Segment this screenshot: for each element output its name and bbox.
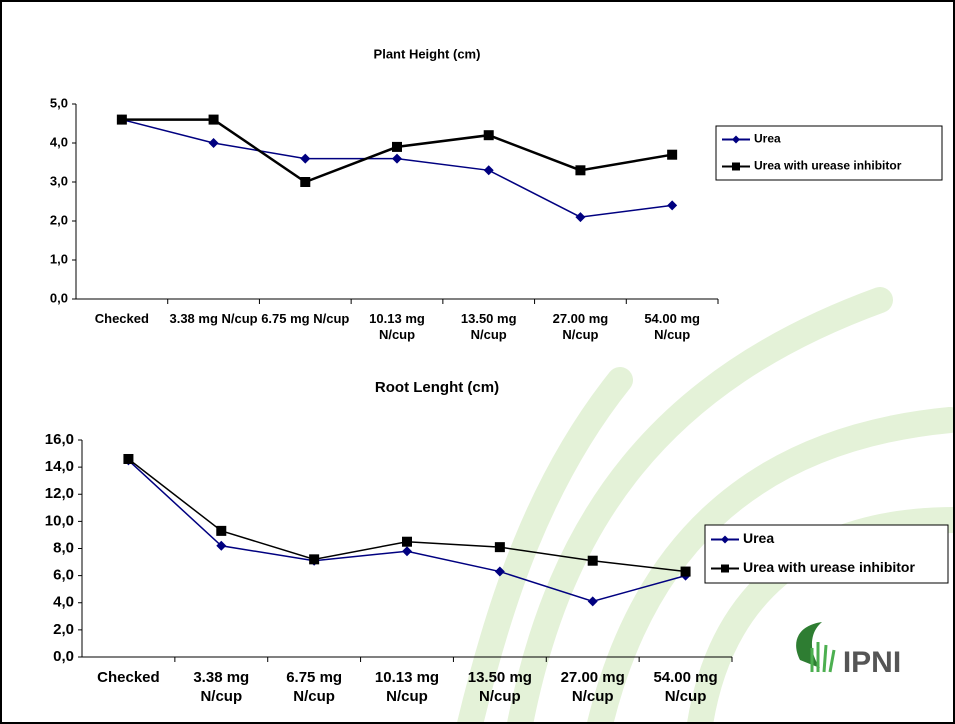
point (667, 149, 678, 160)
logo: IPNI (796, 622, 901, 679)
x-tick-label: Checked (97, 669, 160, 686)
logo-text: IPNI (843, 646, 901, 679)
point (402, 546, 412, 557)
point (392, 141, 402, 152)
y-tick-label: 14,0 (45, 458, 74, 475)
point (216, 525, 227, 536)
y-tick-label: 0,0 (50, 290, 68, 305)
y-tick-label: 8,0 (53, 539, 74, 556)
point (483, 130, 494, 141)
x-tick-label: 3.38 mg N/cup (193, 669, 250, 705)
y-tick-label: 10,0 (45, 512, 74, 529)
point (300, 177, 311, 187)
y-tick-label: 5,0 (50, 95, 68, 110)
legend-label: Urea with urease inhibitor (743, 559, 915, 575)
point (208, 138, 219, 148)
point (667, 200, 678, 211)
x-tick-label: Checked (94, 311, 149, 326)
x-tick-label: 27.00 mg N/cup (560, 669, 625, 705)
legend-label: Urea (754, 132, 781, 146)
point (732, 135, 740, 144)
legend-label: Urea with urease inhibitor (754, 159, 902, 173)
point (309, 554, 320, 565)
y-tick-label: 0,0 (53, 648, 74, 665)
point (575, 165, 586, 176)
x-tick-label: 10.13 mg N/cup (374, 669, 440, 705)
legend-box (704, 524, 949, 584)
point (587, 555, 598, 566)
legend-box (715, 125, 943, 181)
y-tick-label: 3,0 (50, 173, 68, 188)
point (721, 535, 729, 544)
legend-label: Urea (743, 530, 774, 546)
point (680, 566, 691, 577)
x-tick-label: 6.75 mg N/cup (261, 311, 350, 326)
y-tick-label: 16,0 (45, 431, 74, 448)
y-tick-label: 4,0 (50, 134, 68, 149)
x-tick-label: 3.38 mg N/cup (169, 311, 258, 326)
point (392, 153, 402, 164)
point (402, 536, 412, 547)
chart-title: Plant Height (cm) (374, 46, 481, 61)
y-tick-label: 6,0 (53, 567, 74, 584)
y-tick-label: 12,0 (45, 485, 74, 502)
y-tick-label: 4,0 (53, 594, 74, 611)
point (721, 564, 729, 573)
point (483, 165, 494, 176)
point (116, 114, 127, 125)
x-tick-label: 54.00 mg N/cup (653, 669, 718, 705)
x-tick-label: 13.50 mg N/cup (460, 311, 517, 343)
point (300, 153, 311, 164)
chart-title: Root Lenght (cm) (375, 379, 499, 396)
point (587, 596, 598, 607)
point (216, 540, 227, 551)
point (575, 212, 586, 223)
point (494, 542, 505, 553)
x-tick-label: 10.13 mg N/cup (369, 311, 425, 343)
point (208, 114, 219, 125)
y-tick-label: 2,0 (53, 621, 74, 638)
point (123, 453, 134, 464)
y-tick-label: 2,0 (50, 212, 68, 227)
x-tick-label: 6.75 mg N/cup (286, 669, 343, 705)
point (732, 162, 740, 171)
point (494, 566, 505, 577)
y-tick-label: 1,0 (50, 251, 68, 266)
x-tick-label: 27.00 mg N/cup (552, 311, 609, 343)
x-tick-label: 13.50 mg N/cup (467, 669, 532, 705)
x-tick-label: 54.00 mg N/cup (644, 311, 700, 343)
